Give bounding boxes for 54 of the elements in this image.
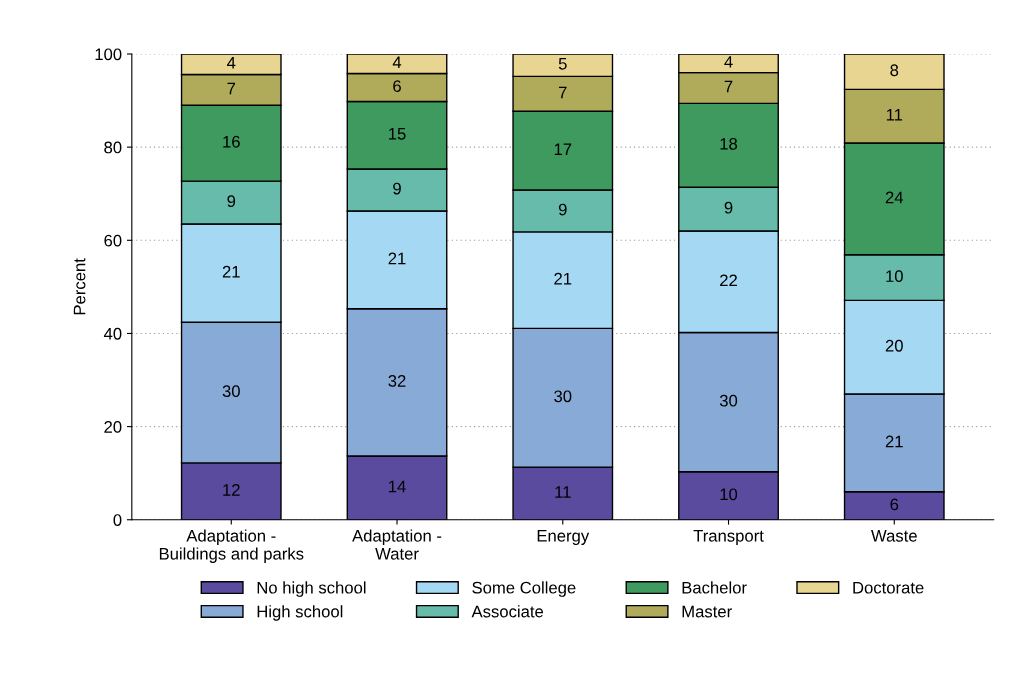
legend-label: Bachelor [682,581,747,594]
data-label: 21 [388,252,406,265]
data-label: 6 [890,498,899,511]
legend-label: Associate [471,605,544,618]
legend-label: Some College [472,581,576,597]
data-label: 21 [554,272,572,285]
data-label: 18 [720,137,738,150]
data-label: 30 [554,390,572,403]
data-label: 10 [886,270,903,283]
legend-label: Master [682,605,732,618]
data-label: 30 [719,394,738,407]
data-label: 10 [720,488,738,501]
x-tick-label: Adaptation - Buildings and parks [159,529,304,563]
data-label: 7 [558,86,567,99]
x-tick-label: Waste [871,530,917,542]
data-label: 24 [885,191,904,204]
data-label: 9 [393,182,401,195]
y-tick-label: 0 [113,514,122,526]
data-label: 5 [558,58,567,70]
y-tick-label: 40 [103,327,122,340]
y-tick-label: 20 [104,421,122,433]
data-label: 32 [388,375,406,387]
data-label: 16 [223,135,240,148]
y-axis-title: Percent [73,258,86,315]
data-label: 4 [392,56,402,69]
y-tick-label: 80 [104,141,122,154]
data-label: 15 [389,128,406,140]
x-tick-label: Adaptation - Water [352,529,442,560]
data-label: 9 [724,201,733,214]
y-tick-label: 60 [104,234,122,247]
data-label: 7 [724,80,733,93]
data-label: 21 [885,435,903,448]
data-label: 4 [724,56,733,68]
legend-label: High school [257,605,343,621]
data-label: 9 [558,203,567,216]
y-tick-label: 100 [95,48,122,61]
data-label: 7 [227,82,236,95]
legend-label: No high school [257,581,366,597]
data-label: 14 [389,480,406,493]
data-label: 17 [554,143,572,155]
data-label: 11 [555,486,571,498]
data-label: 20 [885,339,903,352]
data-label: 12 [223,484,240,496]
x-tick-label: Transport [693,530,764,546]
data-label: 8 [890,64,899,77]
legend-label: Doctorate [853,581,924,594]
data-label: 30 [222,385,240,398]
data-label: 9 [227,195,236,208]
data-label: 6 [393,80,401,93]
data-label: 4 [227,57,236,69]
data-label: 11 [886,109,903,121]
data-label: 21 [222,265,240,278]
x-tick-label: Energy [537,530,590,546]
data-label: 22 [720,274,737,287]
